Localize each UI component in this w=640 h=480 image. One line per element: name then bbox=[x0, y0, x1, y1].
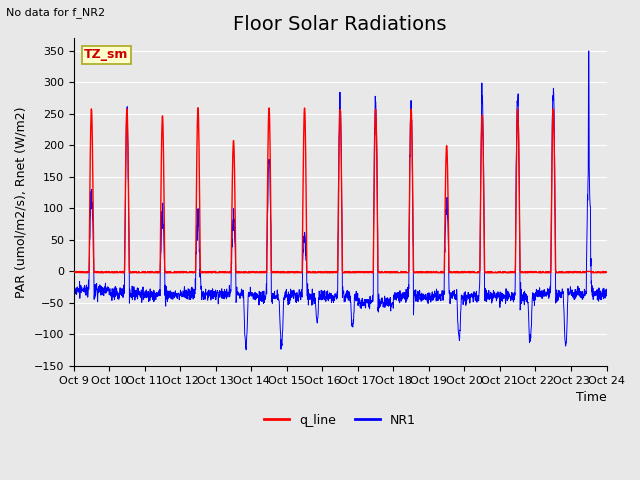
Text: No data for f_NR2: No data for f_NR2 bbox=[6, 7, 106, 18]
Text: TZ_sm: TZ_sm bbox=[84, 48, 129, 61]
Legend: q_line, NR1: q_line, NR1 bbox=[259, 409, 421, 432]
Y-axis label: PAR (umol/m2/s), Rnet (W/m2): PAR (umol/m2/s), Rnet (W/m2) bbox=[15, 107, 28, 298]
X-axis label: Time: Time bbox=[576, 391, 607, 404]
Title: Floor Solar Radiations: Floor Solar Radiations bbox=[234, 15, 447, 34]
